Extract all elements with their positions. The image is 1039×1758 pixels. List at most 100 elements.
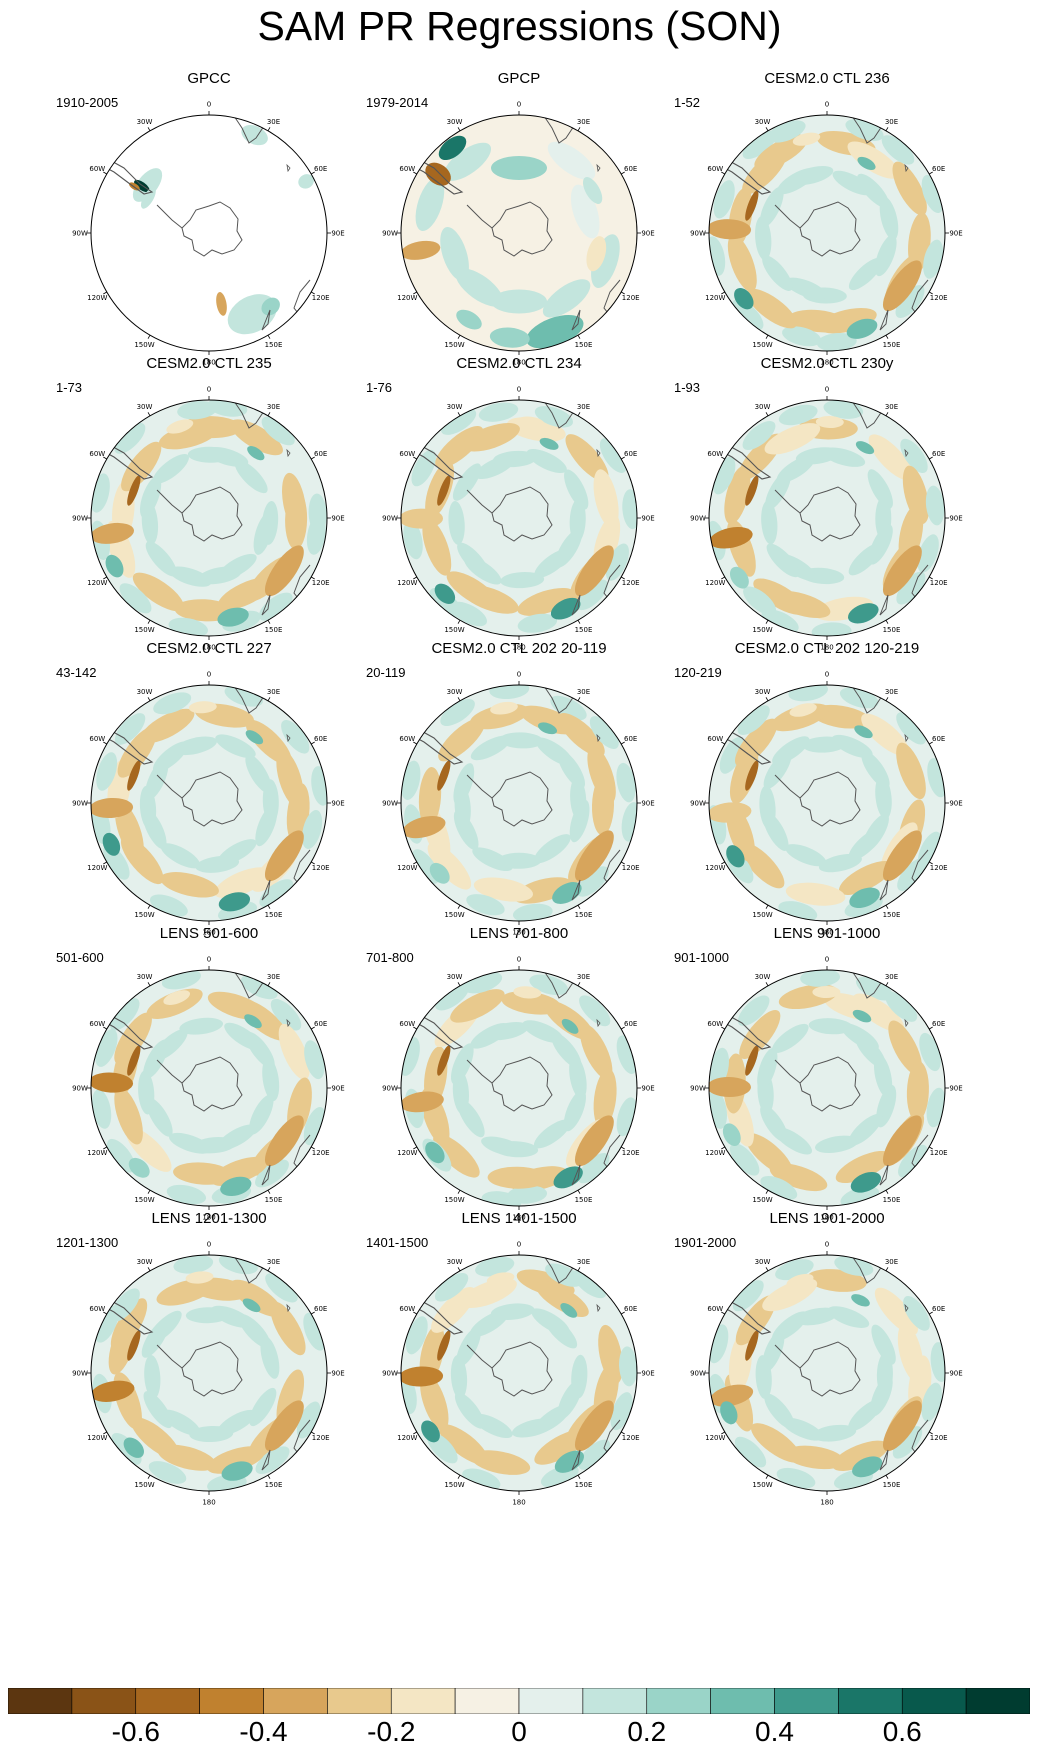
field-contour <box>917 534 939 573</box>
field-contour <box>882 260 922 312</box>
map-panel: LENS 1201-1300 1201-1300 0 30E 60E 90E 120E 150… <box>54 1210 364 1530</box>
field-contour <box>545 1263 583 1287</box>
field-contour <box>262 1057 280 1102</box>
colorbar-swatch <box>135 1688 200 1714</box>
map-panels-grid: GPCC 1910-2005 0 30E 60E 90E 120E 150E 180 150W 12… <box>54 70 963 1530</box>
field-contour <box>610 1392 633 1431</box>
longitude-label: 0 <box>517 956 521 964</box>
field-contour <box>599 438 627 474</box>
field-contour <box>591 775 615 836</box>
island-outline <box>904 733 909 743</box>
field-contour <box>435 982 470 1011</box>
field-contour <box>745 190 759 221</box>
panel-period: 1910-2005 <box>56 95 119 110</box>
longitude-tick <box>577 905 581 909</box>
field-contour <box>402 815 446 839</box>
longitude-tick <box>885 335 889 339</box>
longitude-tick <box>311 861 315 865</box>
longitude-label: 150W <box>134 1481 154 1489</box>
field-contour <box>755 216 772 261</box>
longitude-tick <box>457 335 461 339</box>
longitude-label: 60E <box>932 165 945 173</box>
antarctica-outline <box>799 1341 861 1397</box>
field-contour <box>767 120 806 143</box>
longitude-label: 60W <box>707 735 723 743</box>
south-america-outline <box>408 442 464 480</box>
field-contour <box>580 1024 613 1080</box>
field-contour <box>450 1355 468 1399</box>
longitude-label: 120W <box>397 579 417 587</box>
field-contour <box>771 1023 809 1053</box>
longitude-label: 150E <box>265 626 283 634</box>
polar-map: 0 30E 60E 90E 120E 150E 180 150W 120W 90W 60W 30W <box>690 386 963 652</box>
longitude-label: 30E <box>577 1258 590 1266</box>
longitude-label: 90E <box>949 515 962 523</box>
polar-map: 0 30E 60E 90E 120E 150E 180 150W 120W 90W 60W 30W <box>690 956 963 1222</box>
field-contour <box>619 1346 637 1387</box>
panel-period: 1-76 <box>366 380 393 395</box>
longitude-label: 60E <box>314 450 327 458</box>
field-contour <box>119 583 152 614</box>
field-contour <box>457 542 489 577</box>
longitude-label: 30W <box>137 973 153 981</box>
field-contour <box>902 465 929 524</box>
longitude-tick <box>885 905 889 909</box>
field-contour <box>734 1436 767 1468</box>
longitude-label: 180 <box>512 359 525 367</box>
longitude-tick <box>267 1475 271 1479</box>
field-contour <box>800 970 841 987</box>
longitude-tick <box>929 741 933 745</box>
field-contour <box>437 760 451 791</box>
field-contour <box>553 1166 583 1189</box>
field-contour <box>734 288 754 310</box>
field-contour <box>139 476 162 518</box>
longitude-tick <box>885 1190 889 1194</box>
longitude-label: 0 <box>207 671 211 679</box>
longitude-label: 90W <box>690 1085 706 1093</box>
field-contour <box>261 416 295 446</box>
longitude-tick <box>765 412 769 416</box>
south-america-outline <box>408 727 464 765</box>
field-contour <box>534 1429 588 1465</box>
field-contour <box>534 548 571 578</box>
field-contour <box>255 1446 290 1475</box>
antarctica-outline <box>799 486 861 542</box>
field-contour <box>491 156 547 180</box>
longitude-label: 60W <box>89 165 105 173</box>
longitude-tick <box>721 456 725 460</box>
antarctic-peninsula-outline <box>156 489 183 514</box>
longitude-tick <box>267 620 271 624</box>
longitude-tick <box>457 620 461 624</box>
longitude-label: 150E <box>883 341 901 349</box>
island-outline <box>286 733 291 743</box>
longitude-tick <box>311 1311 315 1315</box>
field-contour <box>96 752 118 791</box>
longitude-tick <box>885 620 889 624</box>
field-contour <box>722 1123 741 1147</box>
longitude-label: 0 <box>207 101 211 109</box>
antarctic-peninsula-outline <box>774 489 801 514</box>
south-america-outline <box>98 442 154 480</box>
field-contour <box>245 754 272 794</box>
field-contour <box>285 489 308 550</box>
longitude-label: 150W <box>444 341 464 349</box>
new-zealand-outline <box>261 1449 271 1471</box>
field-contour <box>478 402 519 422</box>
field-contour <box>227 294 277 335</box>
field-contour <box>896 571 926 605</box>
field-contour <box>127 1045 141 1076</box>
field-contour <box>732 1280 764 1312</box>
longitude-label: 120W <box>705 864 725 872</box>
field-contour <box>861 713 910 756</box>
longitude-tick <box>267 982 271 986</box>
longitude-label: 120W <box>87 579 107 587</box>
panel-period: 20-119 <box>366 665 406 680</box>
longitude-label: 90W <box>690 230 706 238</box>
polar-map: 0 30E 60E 90E 120E 150E 180 150W 120W 90W 60W 30W <box>690 1241 963 1507</box>
field-contour <box>169 566 212 587</box>
longitude-label: 90W <box>382 1085 398 1093</box>
longitude-tick <box>413 456 417 460</box>
longitude-label: 150W <box>752 1481 772 1489</box>
field-contour <box>517 587 575 616</box>
field-contour <box>808 1018 853 1035</box>
